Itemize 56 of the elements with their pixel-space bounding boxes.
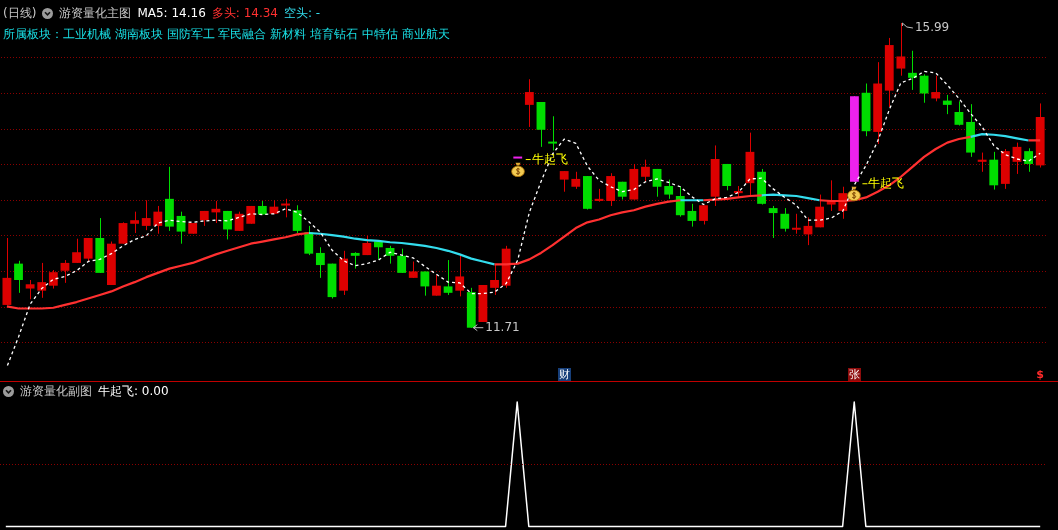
annotation: 11.71 [485, 319, 520, 334]
candlestick [234, 211, 244, 232]
annotation: 所属板块：工业机械 湖南板块 国防军工 军民融合 新材料 培育钻石 中特估 商业航天 [3, 26, 450, 42]
candlestick [25, 279, 35, 300]
text: 财 [557, 368, 571, 381]
chart-title: (日线) [3, 5, 37, 21]
candlestick [791, 213, 801, 235]
candlestick [815, 194, 825, 228]
candlestick [432, 274, 441, 297]
candlestick [699, 204, 708, 225]
text: 多头: 14.34 [211, 5, 279, 21]
candlestick [954, 100, 964, 127]
candlestick [72, 238, 81, 264]
candlestick [292, 204, 302, 234]
text: $ [1035, 368, 1045, 381]
text: 张 [847, 368, 861, 381]
candlestick [83, 237, 93, 262]
text: 空头: - [284, 5, 321, 21]
candlestick [687, 203, 697, 228]
candlestick [931, 75, 941, 102]
candlestick [664, 179, 674, 200]
candlestick [48, 269, 58, 290]
candlestick [118, 221, 128, 245]
candlestick [490, 264, 499, 296]
candlestick [780, 207, 790, 233]
candlestick [130, 211, 140, 234]
candlestick [896, 22, 906, 77]
candlestick [548, 115, 557, 151]
candlestick [559, 170, 569, 193]
candlestick [455, 254, 465, 297]
candlestick [443, 259, 453, 296]
candlestick [977, 152, 987, 173]
chart-title: 游资量化副图 [20, 383, 92, 399]
candlestick [153, 205, 163, 235]
candlestick [908, 50, 917, 91]
candlestick [14, 260, 23, 294]
candlestick [722, 163, 732, 191]
candlestick [315, 246, 325, 279]
candlestick [141, 199, 151, 231]
candlestick [304, 225, 314, 256]
candlestick [641, 159, 650, 183]
candlestick [768, 205, 778, 239]
candlestick [524, 78, 534, 128]
text: 牛起飞: 0.00 [98, 383, 169, 399]
candlestick [223, 210, 232, 240]
candlestick [37, 262, 47, 299]
chart-subtitle: 游资量化主图 [59, 5, 132, 21]
text: MA5: 14.16 [137, 5, 206, 21]
annotation: 牛起飞 [531, 151, 568, 166]
candlestick [281, 198, 290, 218]
annotation: 15.99 [914, 20, 950, 35]
candlestick [60, 259, 70, 284]
candlestick [919, 73, 929, 104]
candlestick [420, 270, 430, 297]
candlestick [397, 248, 407, 274]
candlestick [942, 94, 952, 115]
